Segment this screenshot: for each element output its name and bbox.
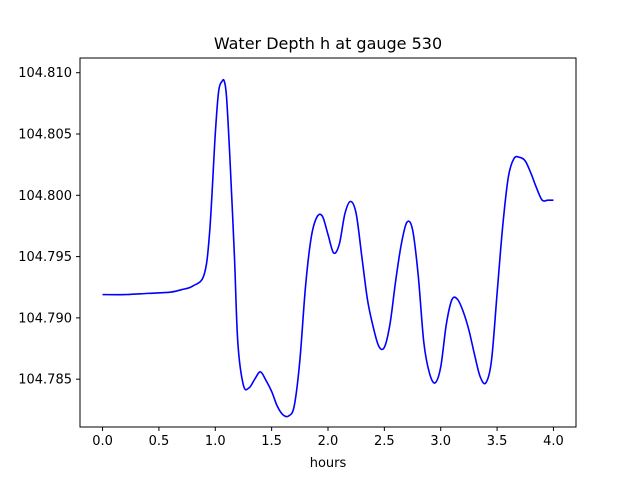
- y-axis: 104.785 104.790 104.795 104.800 104.805 104.8…: [18, 66, 80, 388]
- x-tick-label: 3.5: [487, 434, 508, 449]
- x-tick-label: 0.5: [149, 434, 170, 449]
- x-tick-label: 1.5: [261, 434, 282, 449]
- x-tick-label: 3.0: [430, 434, 451, 449]
- x-tick-label: 4.0: [543, 434, 564, 449]
- x-tick-label: 2.0: [318, 434, 339, 449]
- x-tick-label: 1.0: [205, 434, 226, 449]
- x-tick-label: 2.5: [374, 434, 395, 449]
- y-tick-label: 104.795: [18, 250, 72, 265]
- series-layer: [102, 78, 554, 418]
- x-tick-label: 0.0: [92, 434, 113, 449]
- series-line: [102, 78, 554, 418]
- y-tick-label: 104.800: [18, 189, 72, 204]
- y-tick-label: 104.810: [18, 66, 72, 81]
- x-axis-label: hours: [310, 456, 347, 471]
- y-tick-label: 104.785: [18, 373, 72, 388]
- chart-title: Water Depth h at gauge 530: [214, 34, 442, 53]
- y-tick-label: 104.805: [18, 128, 72, 143]
- y-tick-label: 104.790: [18, 311, 72, 326]
- x-axis: 0.0 0.5 1.0 1.5 2.0 2.5 3.0 3.5 4.0: [92, 427, 564, 449]
